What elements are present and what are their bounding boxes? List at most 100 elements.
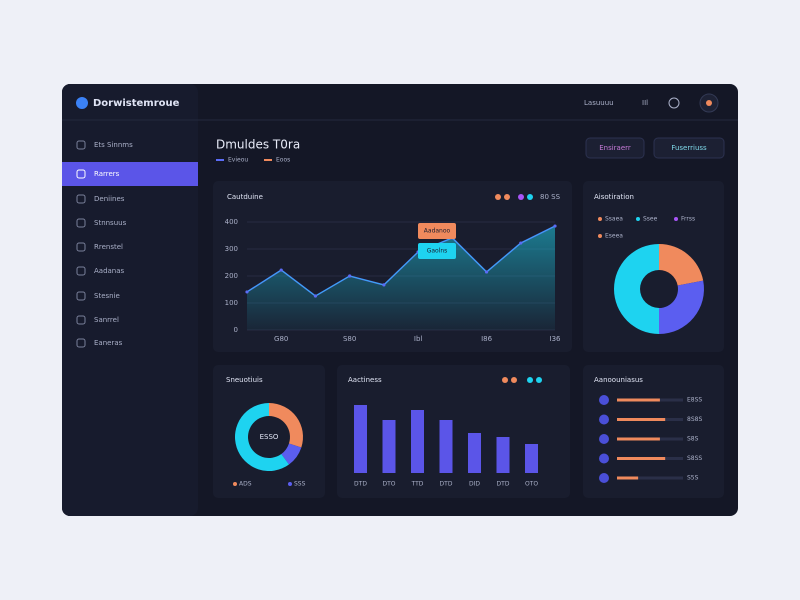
legend-dot [518,194,524,200]
subtitle: Evieou [228,157,248,164]
card [337,365,570,498]
x-tick-label: DTD [497,481,510,488]
button[interactable] [653,137,725,159]
logo-icon [76,97,88,109]
card [583,365,724,498]
row-icon [599,434,609,444]
button-label[interactable]: Fuserriuss [671,144,707,152]
card-title: Aanoouniasus [594,376,643,384]
donut-center: ESSO [260,433,279,441]
item-icon [76,140,86,150]
nav-link[interactable]: Lasuuuu [584,99,614,107]
card-title: Aisotiration [594,193,634,201]
bar [468,433,481,473]
x-tick-label: DTO [382,481,395,488]
donut-segment [614,244,659,334]
logo: Dorwistemroue [93,98,180,109]
legend-dot [495,194,501,200]
x-tick-label: DTD [354,481,367,488]
sidebar-item[interactable]: Deniines [94,195,125,203]
legend-label: 80 SS [540,193,561,201]
donut-segment [659,280,705,334]
sidebar [62,84,198,516]
page-title: Dmuldes T0ra [216,138,300,152]
x-tick-label: DID [469,481,480,488]
point [245,290,249,294]
point [484,270,489,274]
legend-dot [636,217,640,221]
bar [439,420,453,473]
sidebar-item[interactable]: Stnnsuus [94,219,127,227]
legend-dot [511,377,517,383]
tooltip-label: Aadanoo [424,228,451,235]
sidebar-item[interactable]: Rrenstel [94,243,123,251]
bar [354,405,367,473]
legend-label: SSS [294,481,306,488]
legend-swatch [264,159,272,161]
y-tick-label: 100 [225,299,238,307]
donut-segment [659,244,704,286]
x-tick-label: G80 [274,335,288,343]
legend-label: Ssaea [605,216,623,223]
progress-label: S8SS [687,455,702,462]
legend-label: ADS [239,481,252,488]
legend-label: Eseea [605,233,623,240]
legend-dot [504,194,510,200]
sidebar-item[interactable]: Eaneras [94,339,123,347]
line-highlight [246,225,556,297]
subtitle: Eoos [276,157,290,164]
sidebar-item[interactable]: Rarrers [94,170,120,178]
progress-bar [617,418,666,421]
progress-label: E8SS [687,397,702,404]
progress-bar [617,457,666,460]
progress-bar [617,398,660,402]
legend-dot [598,217,602,221]
item-icon [76,338,86,348]
x-tick-label: S80 [343,335,356,343]
sidebar-item[interactable]: Stesnie [94,292,120,300]
area [247,226,555,330]
legend-label: Frrss [681,216,695,223]
progress-label: S8S [687,436,699,443]
point [348,274,352,278]
bar [382,420,396,473]
progress-label: S5S [687,475,699,482]
tooltip-label: Gaolns [427,248,448,255]
legend-dot [527,194,533,200]
legend-dot [502,377,508,383]
item-icon [76,266,86,276]
sidebar-item[interactable]: Ets Sinnms [94,141,133,149]
button-label[interactable]: Ensiraerr [599,144,631,152]
x-tick-label: Ibl [414,335,423,343]
item-icon [76,242,86,252]
legend-dot [288,482,292,486]
notify-icon[interactable] [668,97,680,109]
point [313,294,318,298]
sidebar-item[interactable]: Aadanas [94,267,125,275]
progress-bar [617,476,639,480]
card [213,365,325,498]
active-item[interactable] [62,162,198,186]
donut-segment [235,403,289,472]
tooltip [418,223,456,239]
row-icon [599,395,609,405]
legend-dot [527,377,533,383]
button[interactable] [585,137,645,159]
bar [411,410,424,473]
legend-dot [598,234,602,238]
point [553,224,557,228]
y-tick-label: 0 [234,326,238,334]
legend-dot [233,482,237,486]
item-icon [76,194,86,204]
y-tick-label: 200 [225,272,238,280]
card-title: Sneuotiuis [226,376,263,384]
card-title: Aactiness [348,376,382,384]
nav-link[interactable]: IIl [642,99,648,107]
x-tick-label: DTD [440,481,453,488]
bar [496,437,510,473]
x-tick-label: I36 [550,335,562,343]
sidebar-item[interactable]: Sanrrel [94,316,119,324]
y-tick-label: 300 [225,245,238,253]
item-icon [76,218,86,228]
